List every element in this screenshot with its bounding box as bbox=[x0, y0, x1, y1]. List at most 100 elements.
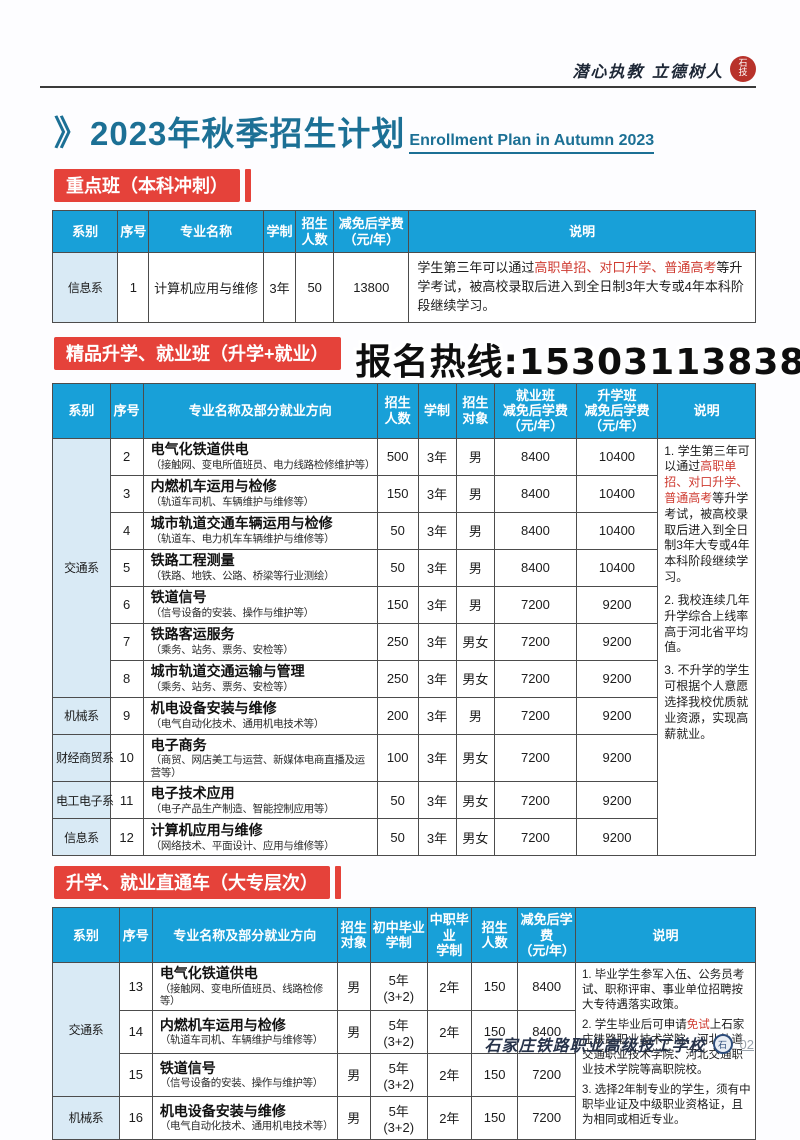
school-motto: 潜心执教 立德树人 bbox=[572, 62, 724, 81]
cell-no: 12 bbox=[109, 818, 144, 857]
col-gender: 招生 对象 bbox=[336, 907, 371, 964]
cell-dept-diangong: 电工电子系 bbox=[52, 781, 114, 820]
table-row: 信息系 12 计算机应用与维修 （网络技术、平面设计、应用与维修等） 50 3年 … bbox=[52, 818, 756, 857]
table-header-row: 系别 序号 专业名称及部分就业方向 招生 对象 初中毕业 学制 中职毕业 学制 … bbox=[52, 907, 757, 964]
major-name: 铁路客运服务 bbox=[150, 626, 235, 643]
col-no: 序号 bbox=[117, 210, 150, 253]
banner-accent-bar bbox=[245, 169, 251, 202]
cell-gender: 男 bbox=[336, 962, 371, 1011]
premium-class-table: 系别 序号 专业名称及部分就业方向 招生 人数 学制 招生 对象 就业班 减免后… bbox=[52, 382, 756, 857]
cell-fee-study: 9200 bbox=[575, 781, 659, 820]
cell-no: 3 bbox=[109, 474, 144, 513]
major-jobs: （电气自动化技术、通用机电技术等） bbox=[159, 1120, 334, 1133]
major-name: 电子商务 bbox=[150, 736, 207, 753]
col-major: 专业名称及部分就业方向 bbox=[142, 382, 378, 439]
cell-dept-xinxi: 信息系 bbox=[52, 818, 111, 857]
cell-count: 50 bbox=[295, 252, 335, 323]
cell-fee: 7200 bbox=[517, 1095, 576, 1140]
school-name: 石家庄铁路职业高级技工学校 bbox=[484, 1036, 706, 1055]
table-row: 交通系 13 电气化铁道供电 （接触网、变电所值班员、线路检修等） 男 5年(3+… bbox=[52, 962, 757, 1140]
cell-count: 150 bbox=[376, 474, 419, 513]
cell-major: 电子技术应用 （电子产品生产制造、智能控制应用等） bbox=[142, 781, 378, 820]
cell-gender: 男 bbox=[455, 474, 496, 513]
note-paragraph: 1. 毕业学生参军入伍、公务员考试、职称评审、事业单位招聘按大专待遇落实政策。 bbox=[581, 969, 745, 1012]
major-name: 城市轨道交通车辆运用与检修 bbox=[150, 515, 333, 532]
major-jobs: （轨道车司机、车辆维护与维修等） bbox=[159, 1034, 324, 1047]
cell-count: 150 bbox=[376, 585, 419, 624]
col-years: 学制 bbox=[262, 210, 297, 253]
note-text: 等升学考试，被高校录取后进入到全日制3年大专或4年本科阶段继续学习。 bbox=[417, 260, 744, 313]
cell-fee-job: 7200 bbox=[494, 585, 577, 624]
major-name: 铁道信号 bbox=[150, 589, 207, 606]
cell-count: 500 bbox=[376, 437, 419, 476]
cell-years: 3年 bbox=[417, 548, 457, 587]
cell-fee: 8400 bbox=[517, 1009, 576, 1054]
col-count: 招生 人数 bbox=[376, 382, 419, 439]
cell-count: 250 bbox=[376, 659, 419, 698]
major-name: 机电设备安装与维修 bbox=[159, 1102, 286, 1119]
major-jobs: （网络技术、平面设计、应用与维修等） bbox=[150, 839, 335, 852]
cell-no: 4 bbox=[109, 511, 144, 550]
col-major: 专业名称及部分就业方向 bbox=[151, 907, 338, 964]
table-row: 7 铁路客运服务 （乘务、站务、票务、安检等） 250 3年 男女 7200 92… bbox=[53, 622, 756, 661]
major-name: 城市轨道交通运输与管理 bbox=[150, 663, 305, 680]
note-paragraph: 3. 不升学的学生可根据个人意愿选择我校优质就业资源，实现高薪就业。 bbox=[664, 663, 750, 741]
col-secondary-years: 中职毕业 学制 bbox=[426, 907, 472, 964]
cell-dept-jiaotong: 交通系 bbox=[52, 437, 111, 698]
cell-major: 城市轨道交通运输与管理 （乘务、站务、票务、安检等） bbox=[142, 659, 378, 698]
cell-years: 3年 bbox=[417, 622, 457, 661]
cell-dept-jixie: 机械系 bbox=[52, 696, 111, 735]
col-years: 学制 bbox=[417, 382, 457, 439]
title-chinese: 2023年秋季招生计划 bbox=[90, 115, 406, 152]
cell-secondary-years: 2年 bbox=[426, 1009, 472, 1054]
major-name: 机电设备安装与维修 bbox=[150, 700, 277, 717]
cell-junior-years: 5年(3+2) bbox=[369, 962, 428, 1011]
col-note: 说明 bbox=[574, 907, 757, 964]
cell-major: 铁道信号 （信号设备的安装、操作与维护等） bbox=[142, 585, 378, 624]
cell-years: 3年 bbox=[417, 474, 457, 513]
col-junior-years: 初中毕业 学制 bbox=[369, 907, 428, 964]
cell-fee-study: 9200 bbox=[575, 696, 659, 735]
cell-fee-job: 7200 bbox=[494, 622, 577, 661]
cell-major: 电气化铁道供电 （接触网、变电所值班员、电力线路检修维护等） bbox=[142, 437, 378, 476]
note-text-red: 高职单招、对口升学、普通高考 bbox=[664, 459, 749, 505]
major-name: 电气化铁道供电 bbox=[150, 441, 249, 458]
cell-fee-job: 7200 bbox=[494, 696, 577, 735]
cell-no: 6 bbox=[109, 585, 144, 624]
note-text: 上石家庄铁路职业技术学院、河北轨道交通职业技术学院、河北交通职业技术学院等高职院… bbox=[581, 1019, 745, 1076]
banner-accent-bar bbox=[335, 866, 341, 900]
cell-dept-jiaotong: 交通系 bbox=[52, 962, 120, 1097]
cell-count: 150 bbox=[470, 1052, 519, 1097]
cell-years: 3年 bbox=[417, 511, 457, 550]
major-jobs: （信号设备的安装、操作与维护等） bbox=[150, 606, 315, 619]
cell-major: 城市轨道交通车辆运用与检修 （轨道车、电力机车车辆维护与维修等） bbox=[142, 511, 378, 550]
cell-fee-job: 7200 bbox=[494, 781, 577, 820]
major-name: 计算机应用与维修 bbox=[150, 822, 263, 839]
cell-no: 8 bbox=[109, 659, 144, 698]
cell-fee-job: 8400 bbox=[494, 548, 577, 587]
cell-major: 机电设备安装与维修 （电气自动化技术、通用机电技术等） bbox=[142, 696, 378, 735]
section1-banner: 重点班（本科冲刺） bbox=[54, 169, 240, 202]
cell-gender: 男 bbox=[336, 1052, 371, 1097]
cell-dept-caijing: 财经商贸系 bbox=[52, 733, 114, 783]
cell-fee-study: 10400 bbox=[575, 548, 659, 587]
cell-years: 3年 bbox=[417, 696, 457, 735]
table-row: 财经商贸系 10 电子商务 （商贸、网店美工与运营、新媒体电商直播及运营等） 10… bbox=[52, 733, 756, 783]
cell-no: 5 bbox=[109, 548, 144, 587]
cell-fee-study: 10400 bbox=[575, 474, 659, 513]
cell-major: 铁路工程测量 （铁路、地铁、公路、桥梁等行业测绘） bbox=[142, 548, 378, 587]
emblem-char: 石 bbox=[718, 1040, 728, 1051]
cell-gender: 男女 bbox=[455, 781, 496, 820]
cell-gender: 男女 bbox=[455, 659, 496, 698]
table-row: 8 城市轨道交通运输与管理 （乘务、站务、票务、安检等） 250 3年 男女 72… bbox=[53, 659, 756, 698]
cell-fee: 8400 bbox=[517, 962, 576, 1011]
cell-secondary-years: 2年 bbox=[426, 1052, 472, 1097]
cell-fee-study: 10400 bbox=[575, 437, 659, 476]
cell-fee-study: 9200 bbox=[575, 622, 659, 661]
cell-fee-study: 9200 bbox=[575, 818, 659, 857]
section1-banner-row: 重点班（本科冲刺） bbox=[54, 169, 756, 202]
col-major: 专业名称 bbox=[148, 210, 264, 253]
cell-fee-job: 8400 bbox=[494, 474, 577, 513]
cell-count: 50 bbox=[376, 511, 419, 550]
cell-fee: 13800 bbox=[333, 252, 410, 323]
